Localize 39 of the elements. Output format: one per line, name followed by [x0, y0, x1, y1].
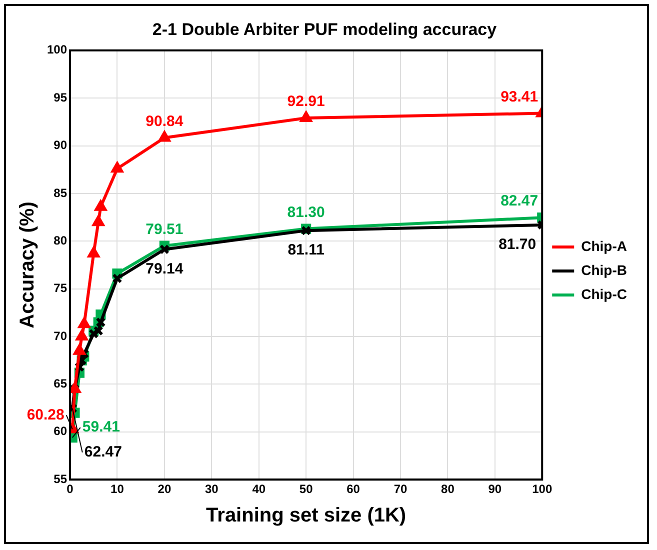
x-tick-label: 50: [299, 482, 314, 496]
x-tick-label: 100: [532, 482, 552, 496]
y-tick-label: 70: [54, 328, 68, 343]
data-label: 93.41: [500, 88, 538, 106]
y-tick-label: 75: [54, 281, 68, 296]
data-label: 79.14: [146, 260, 184, 278]
y-tick-label: 80: [54, 233, 68, 248]
data-label: 82.47: [500, 192, 538, 210]
data-label: 59.41: [82, 418, 120, 436]
data-label: 81.70: [498, 236, 536, 254]
x-tick-label: 90: [488, 482, 502, 496]
x-tick-label: 0: [66, 482, 74, 496]
legend-label: Chip-B: [581, 262, 628, 278]
x-tick-label: 40: [252, 482, 266, 496]
y-tick-label: 85: [54, 186, 68, 200]
x-tick-label: 10: [110, 482, 124, 496]
x-tick-label: 80: [441, 482, 455, 496]
y-tick-label: 90: [54, 138, 68, 152]
data-label: 92.91: [287, 93, 325, 110]
x-tick-label: 70: [394, 482, 408, 496]
data-label: 81.30: [287, 204, 325, 221]
x-tick-label: 20: [158, 482, 172, 496]
data-label: 62.47: [84, 443, 122, 460]
y-tick-label: 100: [46, 42, 68, 57]
x-tick-label: 30: [204, 482, 219, 496]
y-axis-title: Accuracy (%): [16, 202, 39, 328]
y-tick-label: 60: [54, 424, 68, 438]
x-tick-label: 60: [346, 482, 360, 496]
x-axis-title: Training set size (1K): [206, 504, 406, 527]
y-tick-label: 65: [54, 376, 68, 391]
data-label: 60.28: [26, 406, 64, 424]
data-label: 90.84: [146, 112, 184, 130]
data-label: 79.51: [146, 220, 184, 238]
data-label: 81.11: [288, 242, 324, 259]
y-tick-label: 55: [54, 472, 68, 486]
legend-label: Chip-C: [581, 286, 628, 302]
chart-title: 2-1 Double Arbiter PUF modeling accuracy: [152, 20, 498, 39]
y-tick-label: 95: [54, 90, 68, 104]
legend-label: Chip-A: [581, 238, 628, 254]
